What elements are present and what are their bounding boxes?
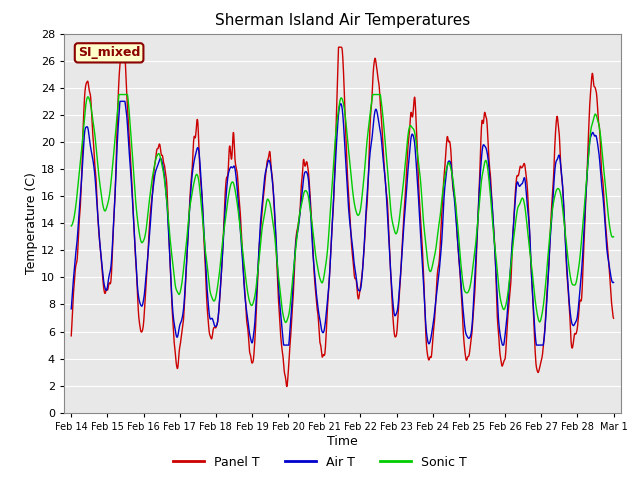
Text: SI_mixed: SI_mixed [78, 47, 140, 60]
Title: Sherman Island Air Temperatures: Sherman Island Air Temperatures [215, 13, 470, 28]
Y-axis label: Temperature (C): Temperature (C) [25, 172, 38, 274]
X-axis label: Time: Time [327, 434, 358, 448]
Legend: Panel T, Air T, Sonic T: Panel T, Air T, Sonic T [168, 451, 472, 474]
